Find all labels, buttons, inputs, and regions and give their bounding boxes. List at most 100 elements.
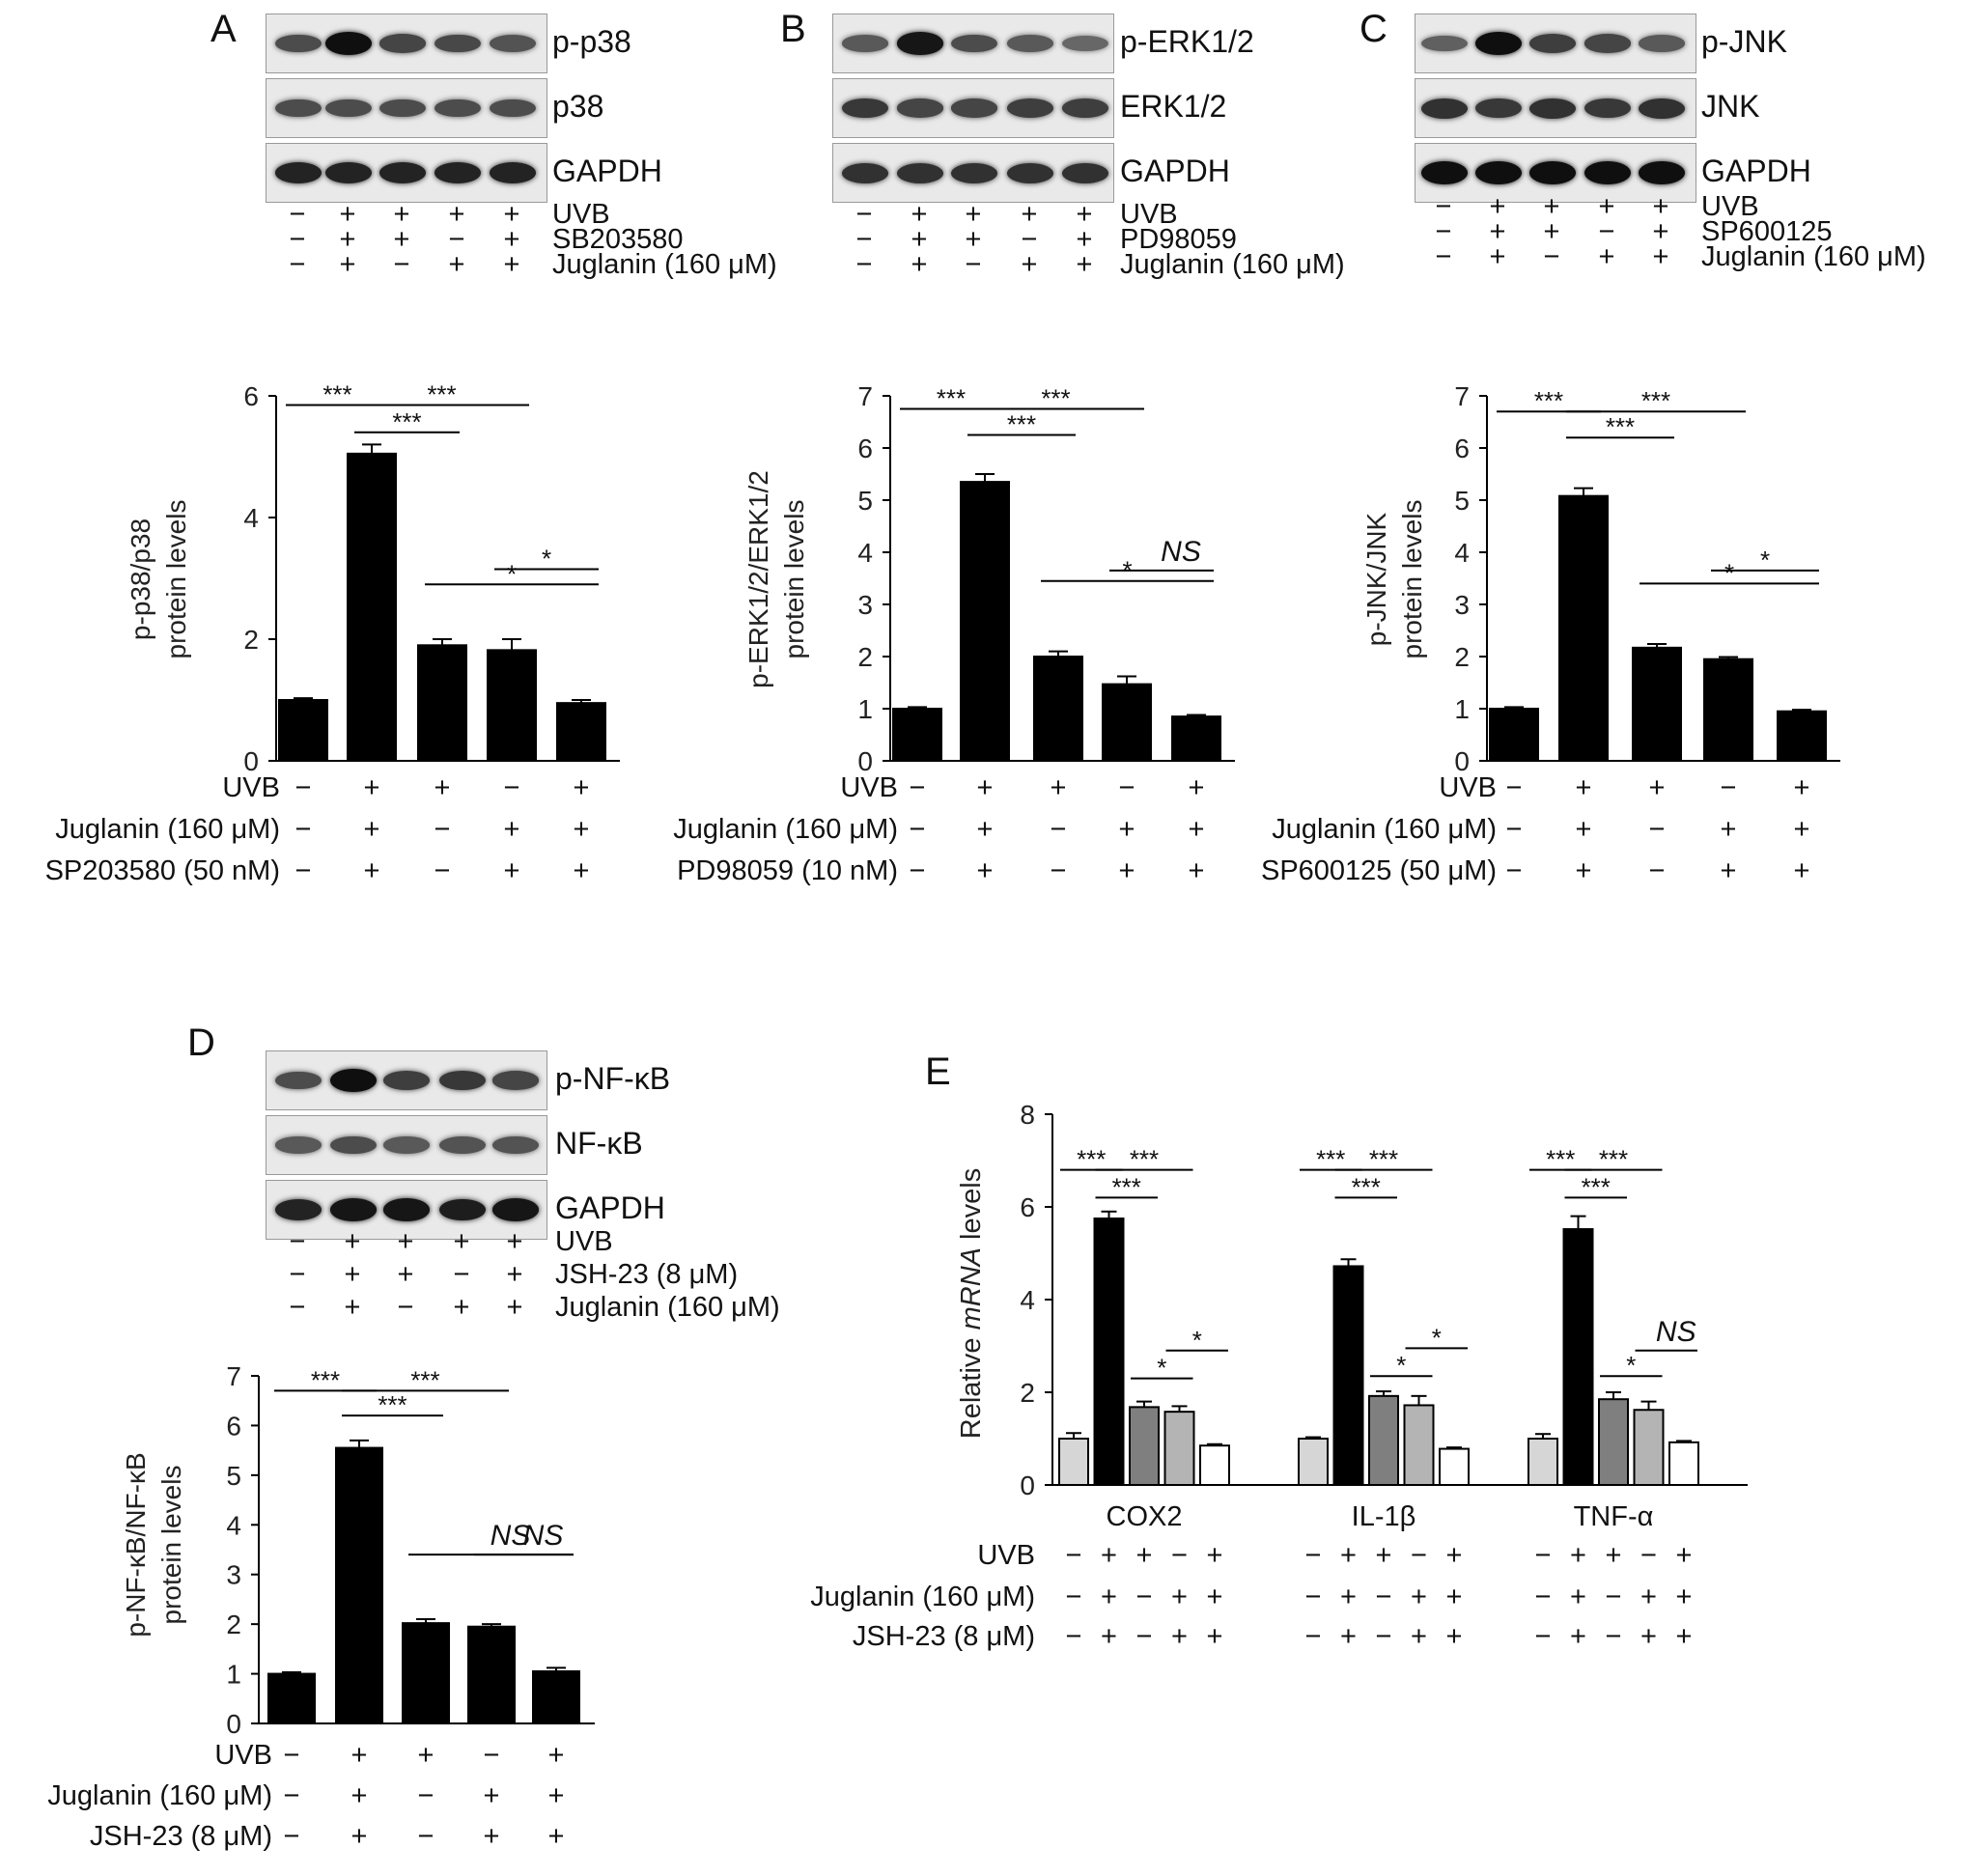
condition-sign: + [339, 249, 356, 280]
y-axis-label: protein levels [1397, 500, 1427, 659]
condition-sign: − [1435, 241, 1452, 272]
condition-label: UVB [222, 772, 280, 803]
condition-sign: + [1721, 855, 1737, 886]
y-tick-label: 1 [1454, 694, 1470, 724]
blot-band [325, 98, 372, 118]
condition-label: UVB [1701, 191, 1759, 222]
condition-sign: + [1171, 1621, 1188, 1652]
condition-sign: + [339, 224, 356, 255]
condition-sign: + [344, 1292, 361, 1323]
blot-band [383, 1198, 430, 1221]
blot-band [1529, 34, 1576, 53]
condition-sign: + [1446, 1540, 1463, 1571]
condition-sign: + [1543, 191, 1560, 222]
blot-band [275, 161, 322, 184]
bar-chart-b: 0 1 2 3 4 5 6 7 p-ERK1/2/ERK1/2 protein levels ***… [673, 381, 1235, 886]
y-tick-label: 2 [226, 1610, 241, 1639]
condition-label: SP600125 [1701, 216, 1833, 247]
condition-sign: + [1721, 814, 1737, 845]
condition-label: UVB [840, 772, 898, 803]
condition-sign: + [393, 199, 410, 230]
blot-strip [1415, 14, 1696, 73]
condition-sign: − [1171, 1540, 1188, 1571]
blot-band [1584, 98, 1631, 119]
blot-band [325, 32, 372, 55]
y-tick-label: 0 [226, 1709, 241, 1739]
condition-sign: + [1376, 1540, 1392, 1571]
condition-label: SP203580 (50 nM) [45, 855, 280, 886]
y-tick-label: 4 [226, 1510, 241, 1540]
condition-sign: − [910, 772, 926, 803]
condition-sign: + [448, 199, 465, 230]
significance-mark: * [1626, 1351, 1636, 1380]
condition-sign: + [504, 855, 520, 886]
significance-mark: *** [311, 1365, 340, 1394]
bar [1528, 1438, 1558, 1486]
significance-mark: NS [523, 1520, 564, 1552]
y-tick-label: 3 [1454, 590, 1470, 620]
blot-band [1475, 32, 1522, 55]
condition-sign: − [393, 249, 410, 280]
condition-sign: − [1305, 1540, 1322, 1571]
condition-sign: + [574, 814, 590, 845]
blot-band [1529, 98, 1576, 119]
blot-band [275, 1136, 322, 1154]
condition-label: UVB [552, 199, 610, 230]
condition-sign: + [351, 1780, 368, 1811]
y-tick-label: 4 [1454, 538, 1470, 568]
bar [402, 1622, 450, 1724]
condition-sign: + [1411, 1582, 1427, 1612]
condition-sign: − [434, 814, 451, 845]
condition-sign: − [910, 855, 926, 886]
significance-mark: *** [1007, 410, 1036, 439]
bar [1199, 1444, 1230, 1487]
condition-sign: − [965, 249, 982, 280]
bar [960, 481, 1010, 762]
blot-band [434, 98, 481, 118]
condition-sign: + [1340, 1582, 1357, 1612]
significance-mark: NS [1161, 536, 1201, 568]
blot-strip [1415, 143, 1696, 203]
blot-band [492, 1071, 539, 1090]
condition-sign: + [448, 249, 465, 280]
condition-sign: + [911, 224, 928, 255]
blot-band [1007, 162, 1053, 183]
y-tick-label: 0 [1020, 1470, 1035, 1500]
condition-sign: − [1721, 772, 1737, 803]
condition-sign: + [574, 772, 590, 803]
blot-band [842, 35, 888, 52]
significance-mark: *** [1041, 384, 1070, 413]
condition-sign: − [448, 224, 465, 255]
condition-sign: + [503, 224, 520, 255]
condition-sign: + [1411, 1621, 1427, 1652]
blot-label: JNK [1701, 89, 1760, 124]
y-tick-label: 7 [857, 381, 873, 411]
condition-sign: − [1136, 1582, 1153, 1612]
condition-sign: − [1411, 1540, 1427, 1571]
condition-sign: − [910, 814, 926, 845]
condition-sign: + [1543, 216, 1560, 247]
bar [347, 452, 397, 762]
condition-sign: + [397, 1259, 414, 1290]
blot-label: GAPDH [555, 1190, 665, 1225]
blot-band [1584, 34, 1631, 53]
condition-sign: − [289, 224, 306, 255]
condition-sign: − [1506, 855, 1523, 886]
category-label: COX2 [1107, 1501, 1183, 1532]
blot-band [439, 1070, 486, 1091]
condition-sign: − [284, 1740, 300, 1771]
condition-sign: + [977, 855, 994, 886]
condition-sign: − [1543, 241, 1560, 272]
condition-sign: − [397, 1292, 414, 1323]
y-axis-label: p-NF-κB/NF-κB [121, 1452, 151, 1637]
blot-band [379, 34, 426, 53]
y-tick-label: 3 [226, 1560, 241, 1590]
blot-band [492, 1198, 539, 1221]
panel-label-d: D [187, 1022, 215, 1064]
blot-band [490, 35, 536, 52]
condition-sign: + [344, 1226, 361, 1257]
blot-band [1475, 98, 1522, 119]
condition-sign: − [1066, 1621, 1082, 1652]
